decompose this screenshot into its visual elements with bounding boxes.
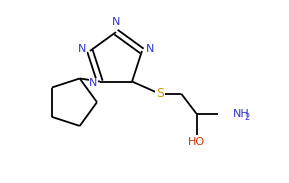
Text: NH: NH bbox=[232, 109, 249, 119]
Text: N: N bbox=[146, 44, 154, 54]
Text: HO: HO bbox=[188, 137, 205, 147]
Text: N: N bbox=[89, 78, 97, 88]
Text: 2: 2 bbox=[245, 113, 250, 122]
Text: S: S bbox=[156, 87, 164, 100]
Text: N: N bbox=[78, 44, 86, 54]
Text: N: N bbox=[112, 17, 120, 27]
